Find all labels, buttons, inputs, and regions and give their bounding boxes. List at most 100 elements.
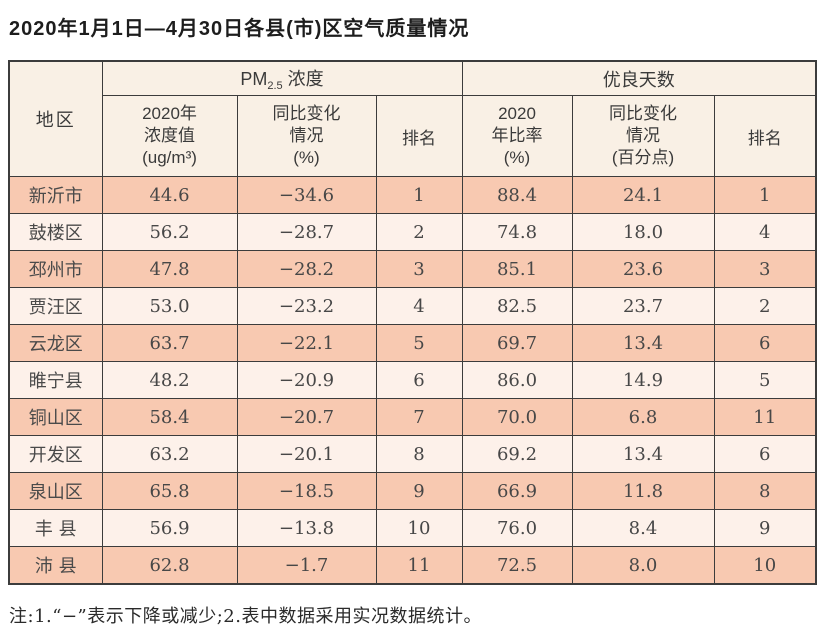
pm-rank-cell: 5: [375, 324, 463, 362]
region-cell: 开发区: [8, 435, 103, 473]
col-header-region: 地区: [8, 60, 103, 177]
pm25-label-suffix: 浓度: [282, 69, 324, 89]
pm-change-cell: −13.8: [236, 509, 377, 547]
pm-value-cell: 53.0: [101, 287, 238, 325]
table-row: 开发区 63.2 −20.1 8 69.2 13.4 6: [8, 435, 817, 473]
gd-rank-cell: 10: [713, 546, 817, 585]
table-row: 泉山区 65.8 −18.5 9 66.9 11.8 8: [8, 472, 817, 510]
col-header-gd-rank: 排名: [713, 95, 817, 177]
pm-value-cell: 56.2: [101, 213, 238, 251]
pm-rank-cell: 10: [375, 509, 463, 547]
pm-rank-cell: 4: [375, 287, 463, 325]
table-row: 邳州市 47.8 −28.2 3 85.1 23.6 3: [8, 250, 817, 288]
gd-ratio-cell: 70.0: [461, 398, 573, 436]
gd-rank-cell: 6: [713, 324, 817, 362]
pm-change-cell: −22.1: [236, 324, 377, 362]
gd-rank-cell: 4: [713, 213, 817, 251]
pm-change-cell: −20.1: [236, 435, 377, 473]
pm-value-cell: 47.8: [101, 250, 238, 288]
pm-change-cell: −20.7: [236, 398, 377, 436]
gd-change-cell: 8.0: [571, 546, 715, 585]
gd-change-cell: 23.7: [571, 287, 715, 325]
pm-rank-cell: 8: [375, 435, 463, 473]
gd-change-cell: 13.4: [571, 435, 715, 473]
gd-rank-cell: 1: [713, 176, 817, 214]
region-cell: 睢宁县: [8, 361, 103, 399]
pm25-label-subscript: 2.5: [267, 80, 283, 92]
region-cell: 沛 县: [8, 546, 103, 585]
gd-rank-cell: 9: [713, 509, 817, 547]
region-cell: 邳州市: [8, 250, 103, 288]
gd-change-cell: 23.6: [571, 250, 715, 288]
table-header: 地区 PM2.5 浓度 优良天数 2020年 浓度值 (ug/m³) 同比变化 …: [8, 60, 817, 177]
gd-ratio-cell: 66.9: [461, 472, 573, 510]
table-body: 新沂市 44.6 −34.6 1 88.4 24.1 1 鼓楼区 56.2 −2…: [8, 176, 817, 585]
gd-ratio-cell: 69.2: [461, 435, 573, 473]
gd-ratio-cell: 74.8: [461, 213, 573, 251]
gd-ratio-cell: 88.4: [461, 176, 573, 214]
pm-rank-cell: 9: [375, 472, 463, 510]
region-cell: 新沂市: [8, 176, 103, 214]
region-cell: 丰 县: [8, 509, 103, 547]
gd-rank-cell: 2: [713, 287, 817, 325]
pm-change-cell: −34.6: [236, 176, 377, 214]
pm-change-cell: −1.7: [236, 546, 377, 585]
gd-change-cell: 11.8: [571, 472, 715, 510]
pm-value-cell: 56.9: [101, 509, 238, 547]
gd-change-cell: 24.1: [571, 176, 715, 214]
gd-rank-cell: 3: [713, 250, 817, 288]
region-cell: 贾汪区: [8, 287, 103, 325]
pm-value-cell: 44.6: [101, 176, 238, 214]
pm-value-cell: 48.2: [101, 361, 238, 399]
gd-change-cell: 13.4: [571, 324, 715, 362]
pm-value-cell: 63.7: [101, 324, 238, 362]
col-header-gd-ratio: 2020 年比率 (%): [461, 95, 573, 177]
gd-rank-cell: 6: [713, 435, 817, 473]
pm-value-cell: 63.2: [101, 435, 238, 473]
gd-rank-cell: 11: [713, 398, 817, 436]
footnote: 注:1.“−”表示下降或减少;2.表中数据采用实况数据统计。: [9, 606, 482, 627]
pm-rank-cell: 3: [375, 250, 463, 288]
gd-change-cell: 6.8: [571, 398, 715, 436]
table-row: 沛 县 62.8 −1.7 11 72.5 8.0 10: [8, 546, 817, 585]
region-cell: 云龙区: [8, 324, 103, 362]
region-cell: 铜山区: [8, 398, 103, 436]
header-sub-row: 2020年 浓度值 (ug/m³) 同比变化 情况 (%) 排名 2020 年比…: [9, 95, 817, 177]
pm-change-cell: −28.7: [236, 213, 377, 251]
pm-value-cell: 58.4: [101, 398, 238, 436]
col-header-pm-value: 2020年 浓度值 (ug/m³): [101, 95, 238, 177]
pm-rank-cell: 1: [375, 176, 463, 214]
pm-rank-cell: 6: [375, 361, 463, 399]
gd-ratio-cell: 76.0: [461, 509, 573, 547]
table-row: 睢宁县 48.2 −20.9 6 86.0 14.9 5: [8, 361, 817, 399]
gd-rank-cell: 5: [713, 361, 817, 399]
pm-change-cell: −23.2: [236, 287, 377, 325]
pm-change-cell: −18.5: [236, 472, 377, 510]
col-header-gd-change: 同比变化 情况 (百分点): [571, 95, 715, 177]
pm-rank-cell: 2: [375, 213, 463, 251]
gd-ratio-cell: 86.0: [461, 361, 573, 399]
col-header-pm-change: 同比变化 情况 (%): [236, 95, 377, 177]
gd-ratio-cell: 72.5: [461, 546, 573, 585]
pm-rank-cell: 7: [375, 398, 463, 436]
gd-ratio-cell: 85.1: [461, 250, 573, 288]
region-cell: 泉山区: [8, 472, 103, 510]
table-row: 丰 县 56.9 −13.8 10 76.0 8.4 9: [8, 509, 817, 547]
pm-value-cell: 62.8: [101, 546, 238, 585]
gd-change-cell: 14.9: [571, 361, 715, 399]
gd-change-cell: 18.0: [571, 213, 715, 251]
table-row: 新沂市 44.6 −34.6 1 88.4 24.1 1: [8, 176, 817, 214]
gd-ratio-cell: 82.5: [461, 287, 573, 325]
gd-rank-cell: 8: [713, 472, 817, 510]
gd-change-cell: 8.4: [571, 509, 715, 547]
col-group-good-days: 优良天数: [461, 60, 817, 96]
pm-change-cell: −20.9: [236, 361, 377, 399]
air-quality-table: 地区 PM2.5 浓度 优良天数 2020年 浓度值 (ug/m³) 同比变化 …: [8, 60, 818, 585]
pm-rank-cell: 11: [375, 546, 463, 585]
gd-ratio-cell: 69.7: [461, 324, 573, 362]
header-group-row: 地区 PM2.5 浓度 优良天数: [8, 60, 817, 177]
table-row: 云龙区 63.7 −22.1 5 69.7 13.4 6: [8, 324, 817, 362]
table-row: 贾汪区 53.0 −23.2 4 82.5 23.7 2: [8, 287, 817, 325]
page-title: 2020年1月1日—4月30日各县(市)区空气质量情况: [9, 18, 470, 40]
